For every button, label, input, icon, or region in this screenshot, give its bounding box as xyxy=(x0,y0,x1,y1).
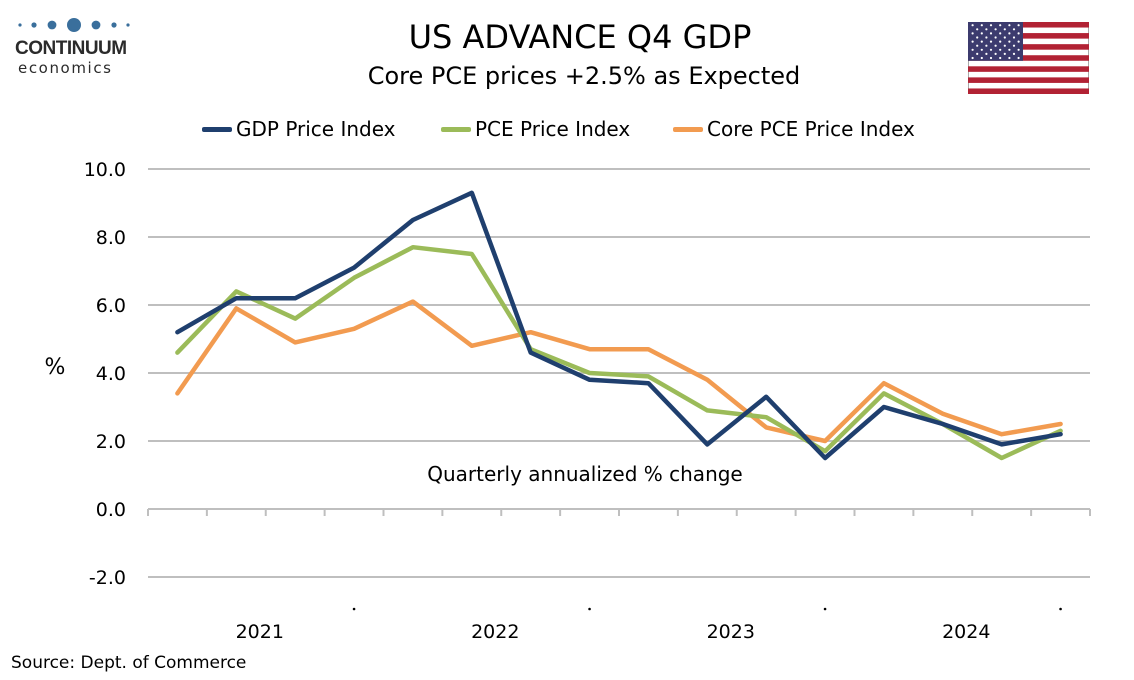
logo-sub-text: economics xyxy=(18,59,113,77)
y-tick-label: 8.0 xyxy=(96,227,126,249)
y-tick-label: 4.0 xyxy=(96,363,126,385)
legend-label-pce: PCE Price Index xyxy=(475,117,631,141)
y-axis-label: % xyxy=(45,355,66,380)
x-year-label: 2022 xyxy=(471,621,519,643)
chart-legend: GDP Price Index PCE Price Index Core PCE… xyxy=(0,117,1134,147)
series-line-gdp xyxy=(175,190,1063,461)
y-tick-label: 10.0 xyxy=(84,159,126,181)
y-tick-label: 2.0 xyxy=(96,431,126,453)
source-note: Source: Dept. of Commerce xyxy=(11,653,247,673)
x-group-separator-mark xyxy=(1059,607,1062,611)
y-tick-label: 6.0 xyxy=(96,295,126,317)
x-group-separator-mark xyxy=(823,607,827,611)
logo-dots-icon xyxy=(18,18,130,32)
chart-subtitle: Core PCE prices +2.5% as Expected xyxy=(367,62,801,90)
x-year-label: 2021 xyxy=(236,621,284,643)
x-year-label: 2024 xyxy=(942,621,990,643)
y-tick-label: -2.0 xyxy=(89,567,126,589)
legend-swatch-core-pce xyxy=(673,126,703,132)
series-line-core-pce xyxy=(175,299,1063,444)
logo: CONTINUUM economics xyxy=(8,14,138,77)
chart-title: US ADVANCE Q4 GDP xyxy=(408,18,752,56)
x-group-separator-mark xyxy=(352,607,356,611)
series-line-pce xyxy=(175,244,1063,461)
legend-item-core-pce: Core PCE Price Index xyxy=(673,117,915,141)
x-year-label: 2023 xyxy=(707,621,755,643)
legend-item-gdp: GDP Price Index xyxy=(202,117,396,141)
legend-label-core-pce: Core PCE Price Index xyxy=(707,117,915,141)
x-group-separator-mark xyxy=(588,607,591,611)
us-flag-icon xyxy=(968,22,1089,94)
logo-brand-text: CONTINUUM xyxy=(15,38,127,59)
legend-swatch-pce xyxy=(441,126,471,132)
y-tick-label: 0.0 xyxy=(96,499,126,521)
legend-swatch-gdp xyxy=(202,126,232,132)
legend-label-gdp: GDP Price Index xyxy=(236,117,396,141)
legend-item-pce: PCE Price Index xyxy=(441,117,630,141)
chart-annotation: Quarterly annualized % change xyxy=(427,462,743,486)
